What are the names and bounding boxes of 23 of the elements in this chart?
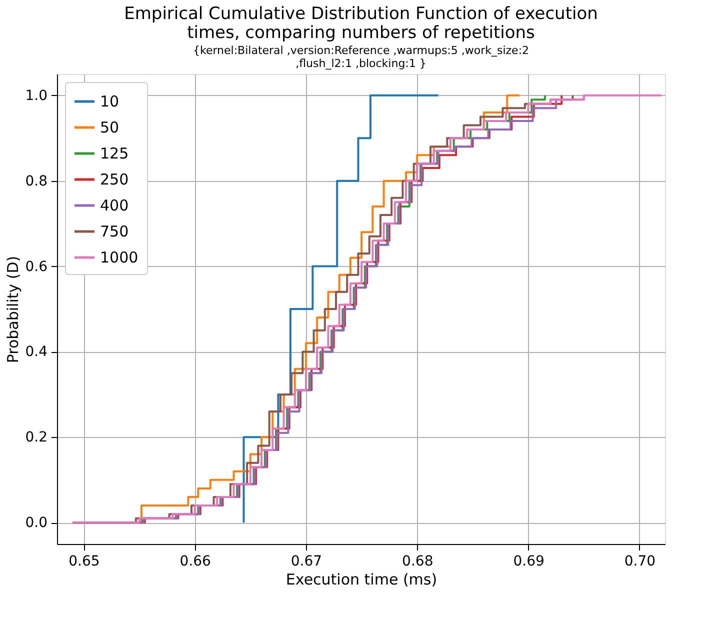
x-tick-label: 0.70: [624, 554, 656, 570]
y-tick-label: 0.4: [25, 344, 48, 360]
y-tick-label: 0.2: [25, 430, 48, 446]
y-tick-label: 0.6: [25, 258, 48, 275]
chart-subtitle: {kernel:Bilateral ,version:Reference ,warmups:5 ,work_size:2 ,flush_l2:1 ,blocking:1 }: [192, 44, 530, 70]
chart-title: Empirical Cumulative Distribution Function of execution times, comparing numbers of repetitions: [124, 4, 598, 43]
x-axis-title: Execution time (ms): [286, 570, 438, 588]
legend-label: 250: [100, 170, 129, 188]
legend-label: 1000: [100, 248, 138, 266]
y-axis-title: Probability (D): [4, 256, 22, 364]
x-tick-label: 0.68: [402, 554, 434, 570]
y-tick-label: 0.8: [25, 173, 48, 190]
x-tick-label: 0.66: [180, 554, 212, 570]
x-tick-label: 0.67: [290, 554, 322, 570]
x-tick-label: 0.65: [68, 554, 100, 570]
y-tick-label: 1.0: [25, 88, 48, 104]
x-tick-label: 0.69: [513, 554, 544, 570]
legend-label: 125: [100, 144, 129, 162]
legend-label: 10: [100, 92, 120, 110]
legend-label: 50: [100, 118, 120, 136]
legend-label: 400: [100, 196, 129, 214]
legend-label: 750: [100, 222, 129, 240]
y-tick-label: 0.0: [25, 515, 48, 532]
